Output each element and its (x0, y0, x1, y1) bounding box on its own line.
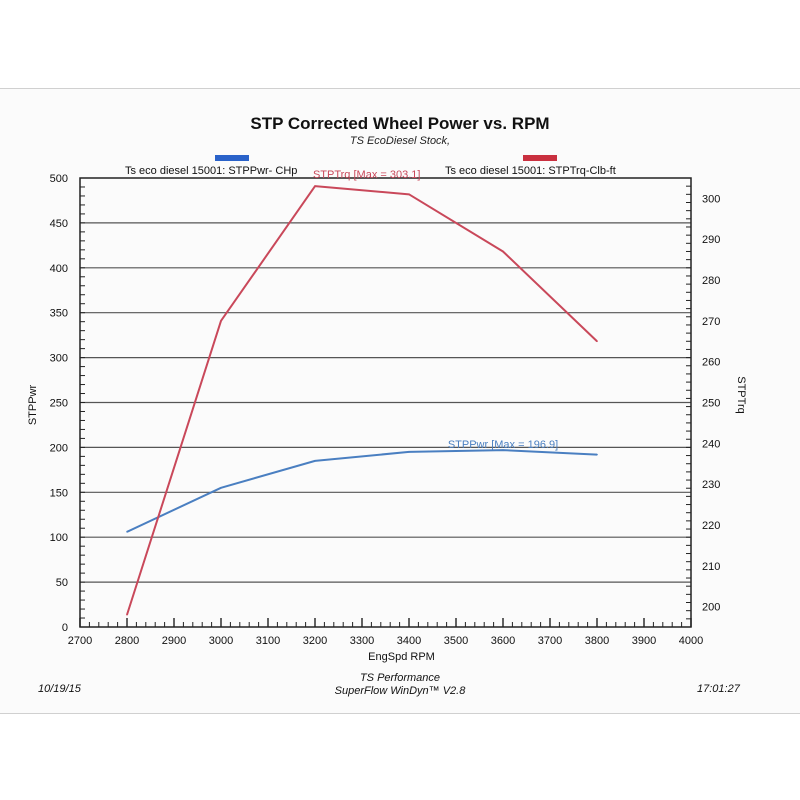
legend-swatch-torque (523, 155, 557, 161)
footer-software: SuperFlow WinDyn™ V2.8 (334, 685, 466, 697)
power-data-point (220, 487, 222, 489)
x-tick-label: 2700 (68, 635, 92, 647)
y-left-tick-label: 500 (50, 173, 68, 185)
torque-max-annotation: STPTrq [Max = 303.1] (313, 169, 421, 181)
torque-data-point (314, 185, 316, 187)
y-left-tick-label: 350 (50, 308, 68, 320)
y-right-tick-label: 260 (702, 357, 720, 369)
x-tick-label: 2800 (115, 635, 139, 647)
power-data-point (126, 531, 128, 533)
y-right-tick-label: 240 (702, 438, 720, 450)
y-right-tick-label: 210 (702, 561, 720, 573)
power-series-line (126, 449, 598, 533)
footer-date: 10/19/15 (38, 683, 81, 695)
torque-data-point (596, 340, 598, 343)
x-tick-label: 3200 (303, 635, 327, 647)
y-right-tick-label: 230 (702, 479, 720, 491)
y-left-tick-label: 100 (50, 532, 68, 544)
footer-company: TS Performance (359, 672, 441, 684)
y-right-tick-label: 220 (702, 520, 720, 532)
y-right-tick-label: 280 (702, 275, 720, 287)
torque-data-point (220, 320, 222, 322)
y-right-tick-label: 290 (702, 234, 720, 246)
y-left-tick-label: 400 (50, 263, 68, 275)
y-left-tick-label: 250 (50, 398, 68, 410)
x-tick-label: 4000 (679, 635, 703, 647)
torque-data-point (408, 193, 410, 196)
power-data-point (596, 453, 598, 456)
power-data-point (408, 451, 410, 453)
legend-swatch-power (215, 155, 249, 161)
x-tick-label: 3400 (397, 635, 421, 647)
y-right-tick-label: 250 (702, 398, 720, 410)
x-tick-label: 3800 (585, 635, 609, 647)
y-right-tick-label: 200 (702, 602, 720, 614)
y-right-tick-label: 270 (702, 316, 720, 328)
y-left-tick-label: 300 (50, 353, 68, 365)
x-tick-label: 3600 (491, 635, 515, 647)
y-left-tick-label: 150 (50, 487, 68, 499)
chart-title: STP Corrected Wheel Power vs. RPM (250, 114, 550, 133)
x-tick-label: 3300 (350, 635, 374, 647)
footer-time: 17:01:27 (697, 683, 740, 695)
y-right-tick-label: 300 (702, 193, 720, 205)
power-max-annotation: STPPwr [Max = 196.9] (448, 439, 558, 451)
y-left-tick-label: 450 (50, 218, 68, 230)
torque-data-point (502, 250, 504, 253)
y-right-axis-title: STPTrq (735, 376, 747, 414)
x-tick-label: 3700 (538, 635, 562, 647)
y-left-axis-title: STPPwr (27, 384, 39, 425)
chart-subtitle: TS EcoDiesel Stock, (349, 135, 451, 147)
x-tick-label: 3100 (256, 635, 280, 647)
x-axis-title: EngSpd RPM (368, 651, 435, 663)
x-tick-label: 3500 (444, 635, 468, 647)
x-tick-label: 2900 (162, 635, 186, 647)
y-left-tick-label: 0 (62, 622, 68, 634)
legend-label-torque: Ts eco diesel 15001: STPTrq-Clb-ft (445, 165, 616, 177)
power-data-point (502, 449, 504, 451)
y-left-tick-label: 200 (50, 442, 68, 454)
x-tick-label: 3000 (209, 635, 233, 647)
power-data-point (314, 460, 316, 462)
y-left-tick-label: 50 (56, 577, 68, 589)
x-tick-label: 3900 (632, 635, 656, 647)
legend-label-power: Ts eco diesel 15001: STPPwr- CHp (125, 165, 298, 177)
dyno-sheet (0, 88, 800, 714)
torque-data-point (126, 613, 128, 616)
torque-series-line (126, 185, 598, 616)
